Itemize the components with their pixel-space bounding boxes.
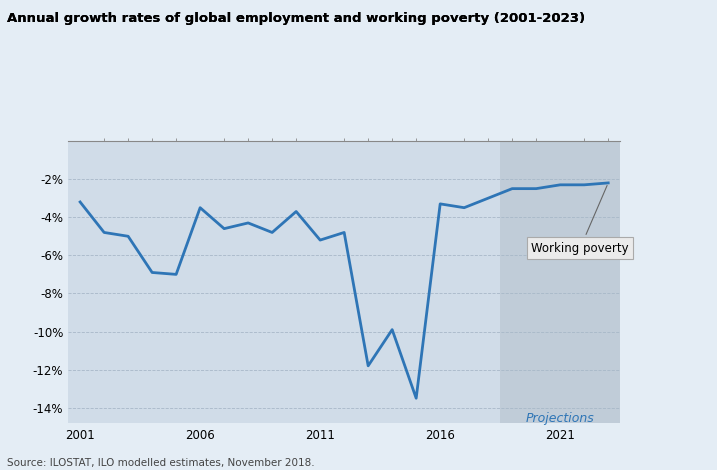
Text: Projections: Projections (526, 412, 594, 424)
Text: Annual growth rates of global employment and working poverty (2001-2023): Annual growth rates of global employment… (7, 12, 585, 25)
Text: Source: ILOSTAT, ILO modelled estimates, November 2018.: Source: ILOSTAT, ILO modelled estimates,… (7, 458, 315, 468)
Text: Annual growth rates of global employment and working poverty (2001-2023): Annual growth rates of global employment… (7, 12, 585, 25)
Text: Working poverty: Working poverty (531, 186, 629, 255)
Bar (500, 141, 620, 423)
